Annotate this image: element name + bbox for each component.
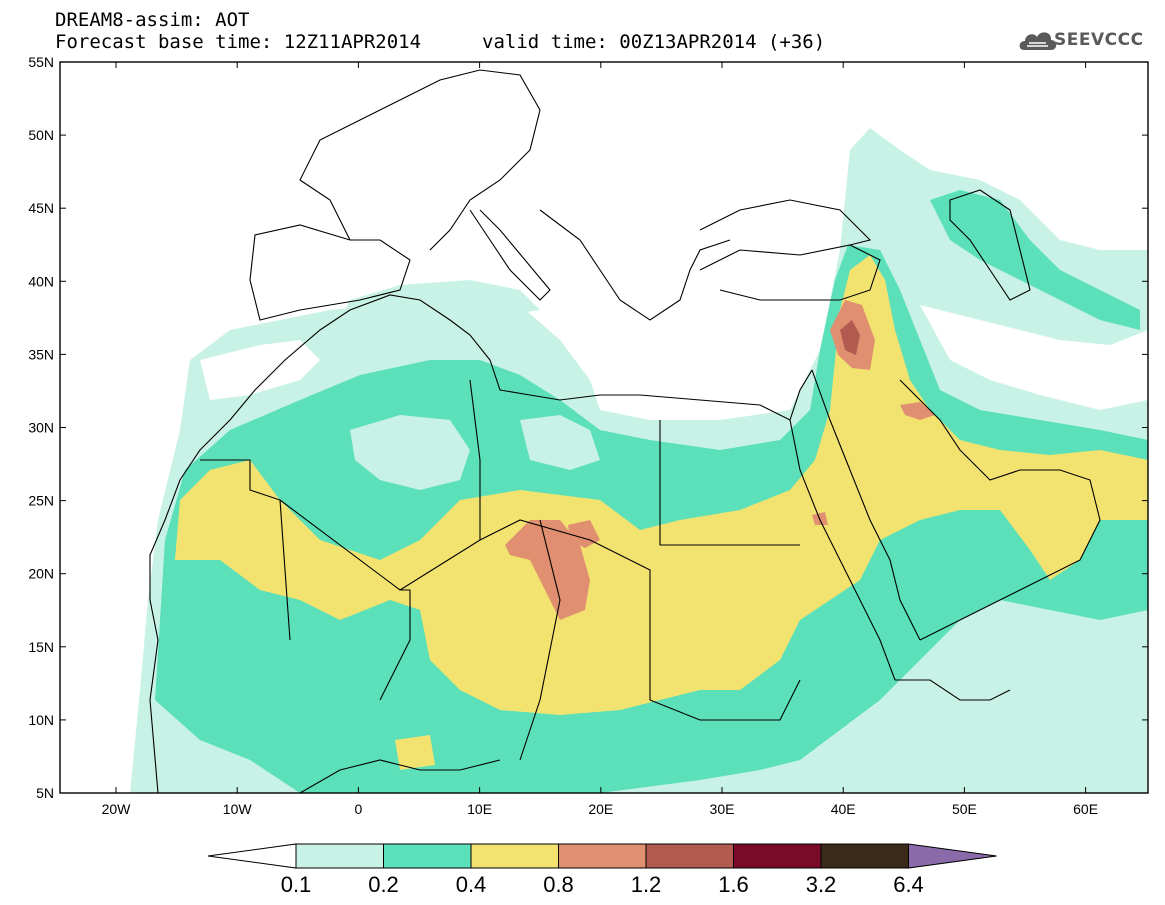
aot-contour-0.1-north — [340, 280, 540, 320]
lon-label: 30E — [710, 801, 735, 817]
aot-contour-1.2 — [840, 320, 860, 355]
aot-contour-0.4-south — [395, 735, 435, 770]
map-title: DREAM8-assim: AOT — [55, 9, 250, 31]
lon-label: 40E — [831, 801, 856, 817]
colorbar-segment — [470, 843, 559, 869]
colorbar-segment — [733, 843, 822, 869]
lat-label: 50N — [28, 127, 54, 143]
lon-label: 20E — [588, 801, 613, 817]
colorbar-arrow-low — [207, 843, 297, 869]
colorbar-segment — [383, 843, 472, 869]
colorbar-label: 1.2 — [631, 872, 662, 897]
low-aot-patch — [350, 415, 470, 490]
colorbar-arrow-high — [908, 843, 997, 869]
low-aot-patch — [520, 415, 600, 470]
valid-time: valid time: 00Z13APR2014 (+36) — [482, 31, 826, 53]
lon-label: 60E — [1073, 801, 1098, 817]
lat-label: 10N — [28, 712, 54, 728]
aot-field — [130, 128, 1148, 793]
lon-label: 50E — [952, 801, 977, 817]
lon-label: 0 — [355, 801, 363, 817]
aot-contour-0.8-sahara — [505, 520, 590, 620]
colorbar-label: 0.8 — [543, 872, 574, 897]
clear-patch — [600, 380, 800, 410]
lat-label: 35N — [28, 346, 54, 362]
aot-contour-0.8-small — [812, 512, 828, 525]
lat-label: 30N — [28, 420, 54, 436]
longitude-axis: 20W 10W 0 10E 20E 30E 40E 50E 60E — [102, 62, 1098, 817]
colorbar-label: 3.2 — [806, 872, 837, 897]
aot-contour-0.4 — [175, 255, 1148, 715]
coastlines — [149, 69, 1101, 793]
colorbar-label: 6.4 — [893, 872, 924, 897]
colorbar-segment — [645, 843, 734, 869]
lat-label: 5N — [36, 785, 54, 801]
colorbar-label: 1.6 — [718, 872, 749, 897]
colorbar-segment — [558, 843, 647, 869]
lat-label: 45N — [28, 200, 54, 216]
cloud-icon — [1019, 32, 1057, 50]
colorbar-segment — [820, 843, 909, 869]
logo-text: SEEVCCC — [1054, 30, 1144, 50]
forecast-base-time: Forecast base time: 12Z11APR2014 — [55, 31, 422, 53]
colorbar: 0.1 0.2 0.4 0.8 1.2 1.6 3.2 6.4 — [207, 843, 997, 897]
colorbar-label: 0.2 — [368, 872, 399, 897]
latitude-axis: 55N 50N 45N 40N 35N 30N 25N 20N 15N 10N 5N — [28, 54, 1148, 801]
clear-patch — [920, 305, 1148, 410]
aot-contour-0.8-gulf — [900, 402, 935, 420]
aot-contour-0.2-caspian — [930, 190, 1140, 330]
lon-label: 20W — [102, 801, 132, 817]
lon-label: 10E — [467, 801, 492, 817]
lon-label: 10W — [223, 801, 253, 817]
lat-label: 40N — [28, 273, 54, 289]
lat-label: 25N — [28, 493, 54, 509]
lat-label: 55N — [28, 54, 54, 70]
colorbar-label: 0.4 — [456, 872, 487, 897]
lat-label: 15N — [28, 639, 54, 655]
colorbar-label: 0.1 — [281, 872, 312, 897]
lat-label: 20N — [28, 566, 54, 582]
colorbar-segment — [295, 843, 384, 869]
